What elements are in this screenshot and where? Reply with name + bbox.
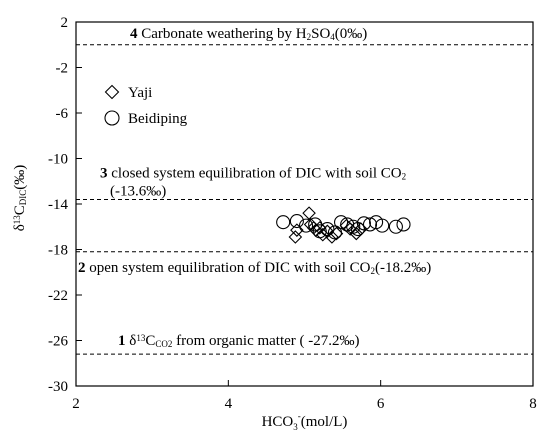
yaji-point xyxy=(302,206,316,220)
reference-label: 3 closed system equilibration of DIC wit… xyxy=(100,165,406,181)
plot-frame xyxy=(75,21,534,387)
data-points xyxy=(276,206,411,244)
y-tick-label: 2 xyxy=(61,15,69,31)
beidiping-point xyxy=(308,217,323,232)
x-tick-label: 2 xyxy=(72,396,80,412)
beidiping-point xyxy=(388,219,403,234)
beidiping-point xyxy=(298,218,314,233)
reference-label: 1 δ13CCO2 from organic matter ( -27.2‰) xyxy=(118,333,360,349)
yaji-point xyxy=(290,223,304,237)
y-tick-label: -18 xyxy=(48,243,68,259)
beidiping-point xyxy=(276,215,291,230)
y-axis-label: δ13CDIC(‰) xyxy=(12,165,28,232)
beidiping-point xyxy=(327,225,343,240)
x-tick-label: 4 xyxy=(225,396,233,412)
beidiping-point xyxy=(362,217,378,232)
legend: Yaji Beidiping xyxy=(104,84,188,127)
y-tick-label: -22 xyxy=(48,288,68,304)
beidiping-point xyxy=(356,216,371,231)
beidiping-point xyxy=(334,215,349,230)
axes: 2 4 6 8 2 -2 -6 -10 -14 -18 -22 -26 -30 xyxy=(48,15,537,412)
y-tick-label: -10 xyxy=(48,152,68,168)
reference-label: 4 Carbonate weathering by H2SO4(0‰) xyxy=(130,26,367,42)
yaji-point xyxy=(320,224,335,239)
legend-marker-yaji xyxy=(104,84,120,100)
yaji-point xyxy=(288,230,303,244)
reference-label-line2: (-13.6‰) xyxy=(110,183,166,199)
y-tick-label: -6 xyxy=(56,106,69,122)
reference-lines: 4 Carbonate weathering by H2SO4(0‰) 3 clo… xyxy=(76,26,533,355)
legend-label: Beidiping xyxy=(128,111,188,127)
beidiping-point xyxy=(312,224,327,239)
x-axis-label: HCO3-(mol/L) xyxy=(262,411,348,432)
y-tick-label: -2 xyxy=(56,61,69,77)
yaji-point xyxy=(316,227,330,242)
x-tick-label: 8 xyxy=(529,396,537,412)
legend-marker-beidiping xyxy=(104,110,120,126)
beidiping-point xyxy=(396,217,411,232)
reference-label: 2 open system equilibration of DIC with … xyxy=(78,260,431,276)
beidiping-point xyxy=(320,221,335,237)
axis-labels: HCO3-(mol/L) δ13CDIC(‰) xyxy=(12,165,347,432)
beidiping-point xyxy=(375,218,390,233)
beidiping-point xyxy=(289,214,304,229)
y-tick-label: -30 xyxy=(48,379,68,395)
yaji-point xyxy=(329,226,344,241)
y-tick-label: -14 xyxy=(48,197,68,213)
legend-label: Yaji xyxy=(128,85,152,101)
x-tick-label: 6 xyxy=(377,396,385,412)
y-tick-label: -26 xyxy=(48,334,68,350)
